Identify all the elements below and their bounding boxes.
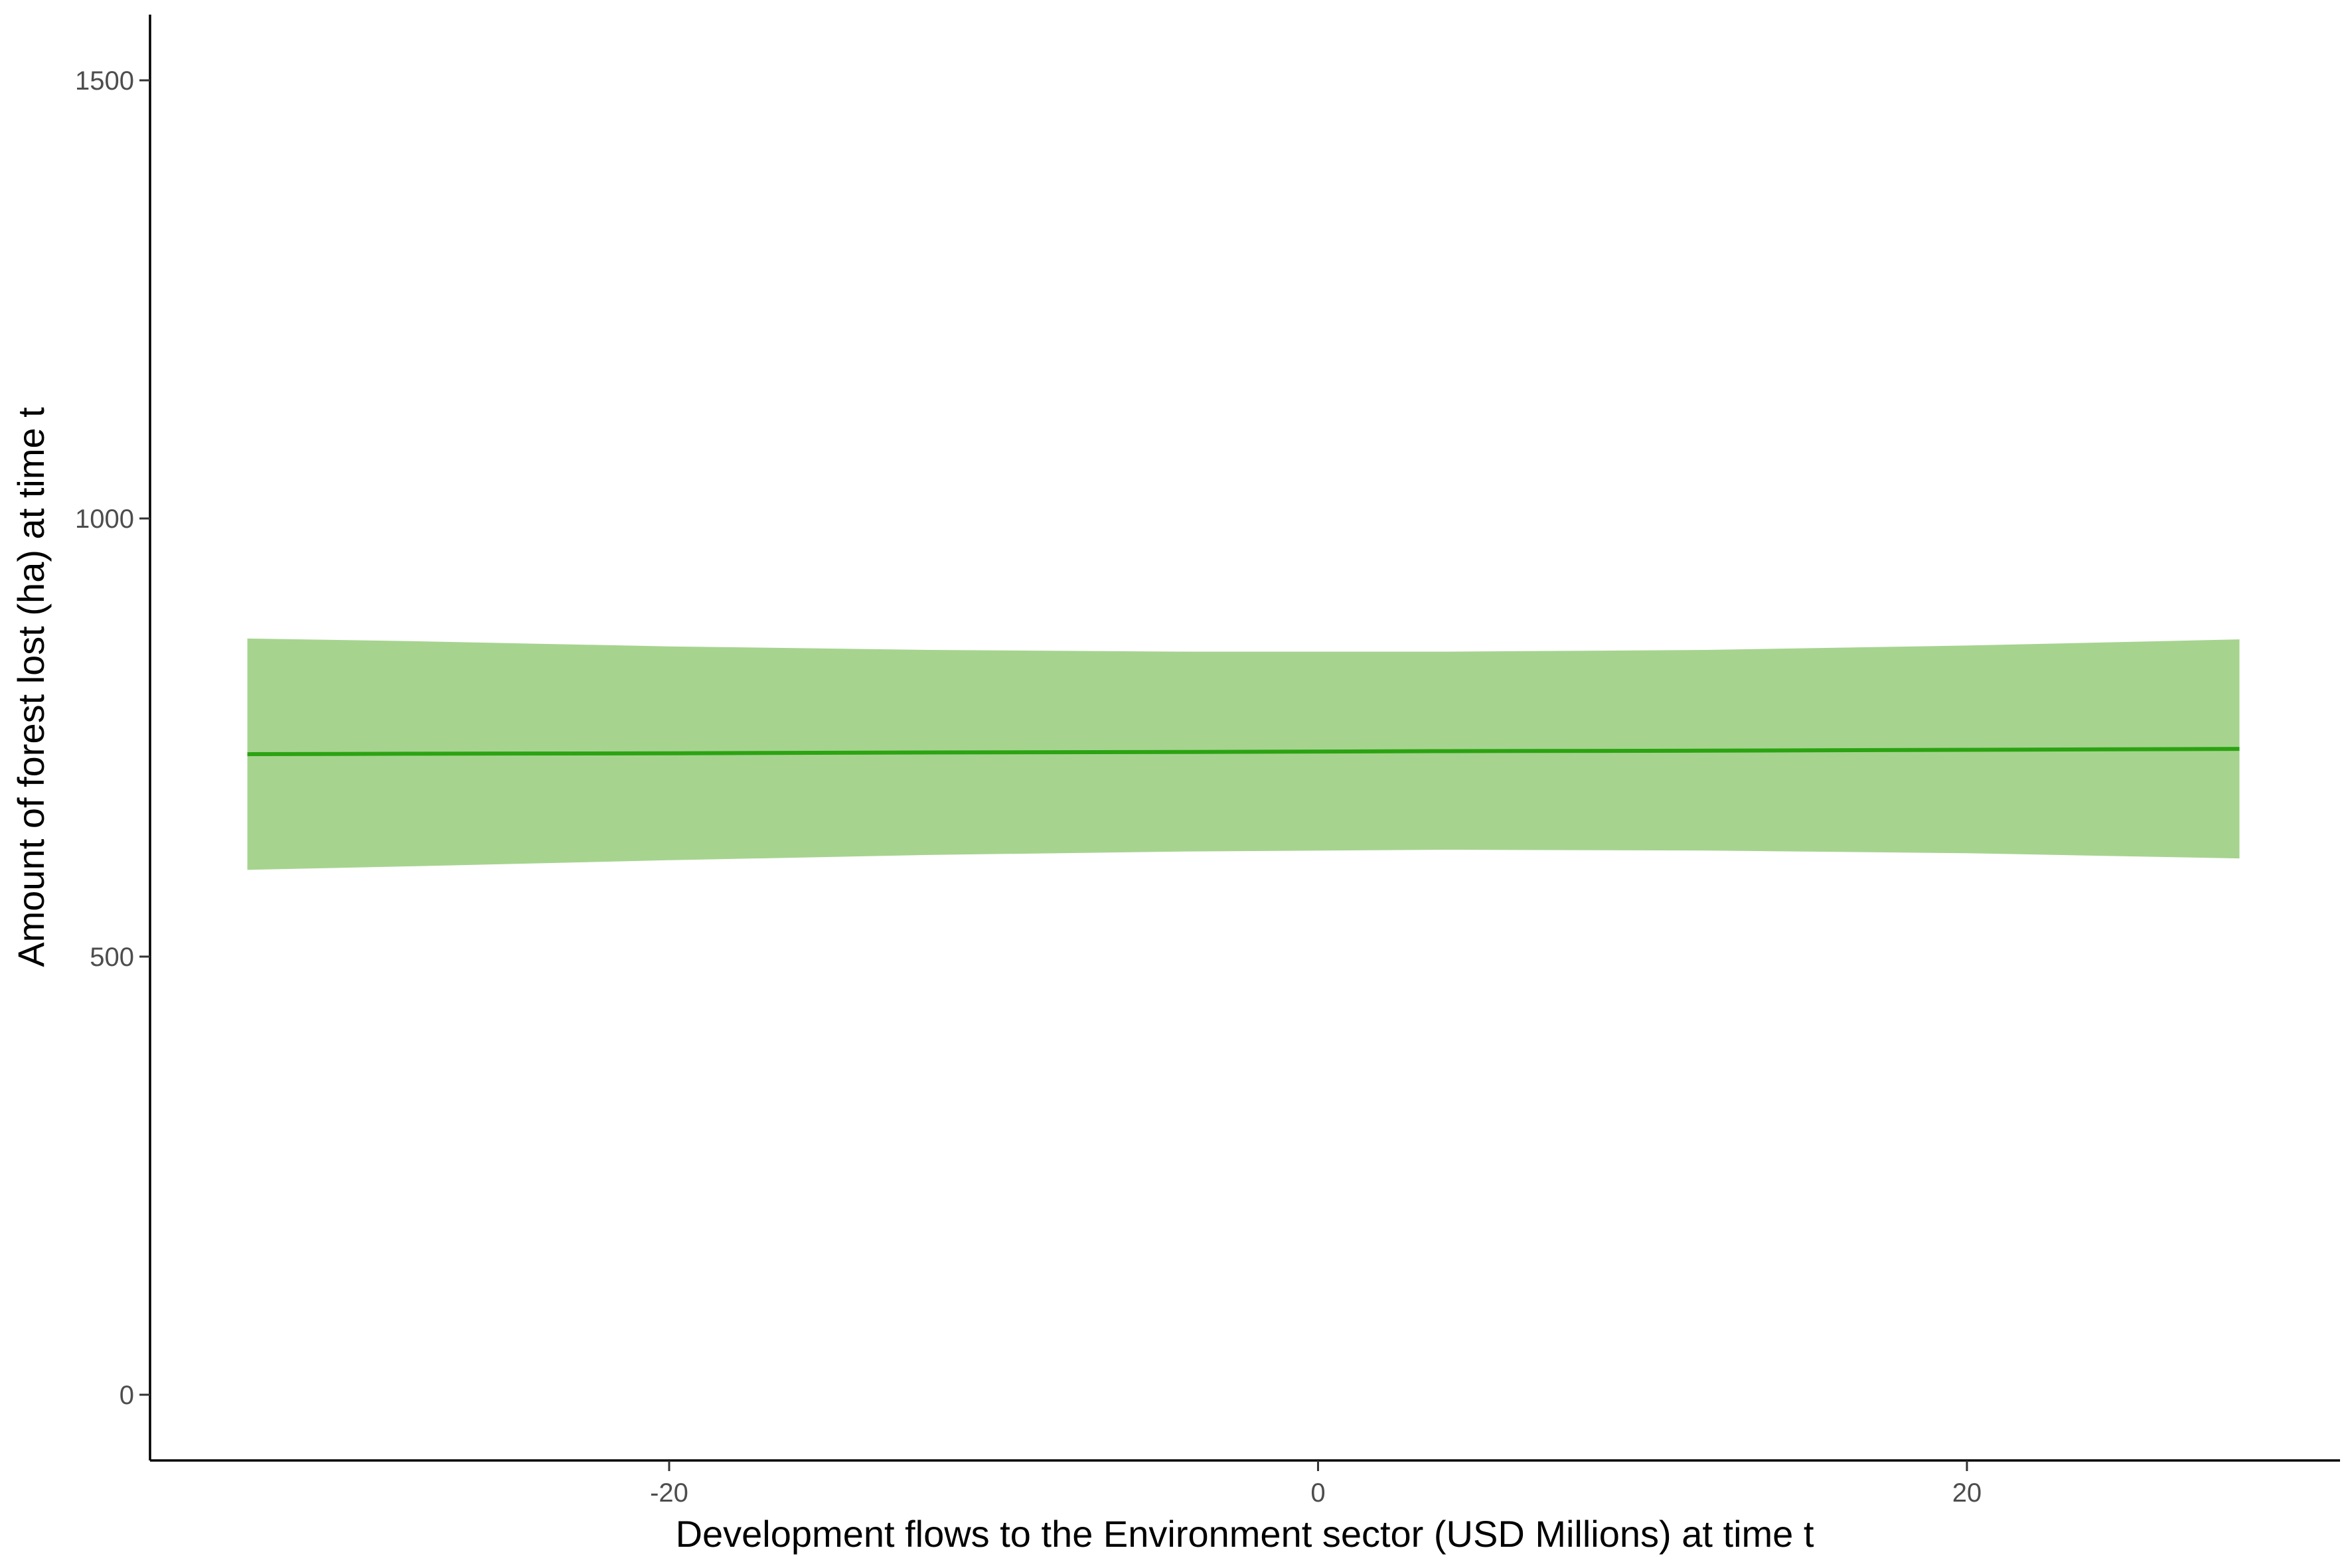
y-axis-title: Amount of forest lost (ha) at time t <box>10 407 52 967</box>
y-axis-ticks: 0 500 1000 1500 <box>75 66 150 1410</box>
x-tick-label: -20 <box>650 1478 688 1508</box>
confidence-band <box>247 638 2240 870</box>
fit-line <box>247 747 2240 757</box>
y-tick-label: 1500 <box>75 66 134 96</box>
y-tick-label: 500 <box>90 943 134 972</box>
y-tick-label: 1000 <box>75 505 134 534</box>
y-tick-label: 0 <box>119 1381 134 1410</box>
x-tick-label: 20 <box>1952 1478 1982 1508</box>
x-tick-label: 0 <box>1310 1478 1325 1508</box>
x-axis-title: Development flows to the Environment sec… <box>676 1513 1814 1555</box>
plot-area <box>247 638 2240 870</box>
x-axis-ticks: -20 0 20 <box>650 1460 1982 1508</box>
